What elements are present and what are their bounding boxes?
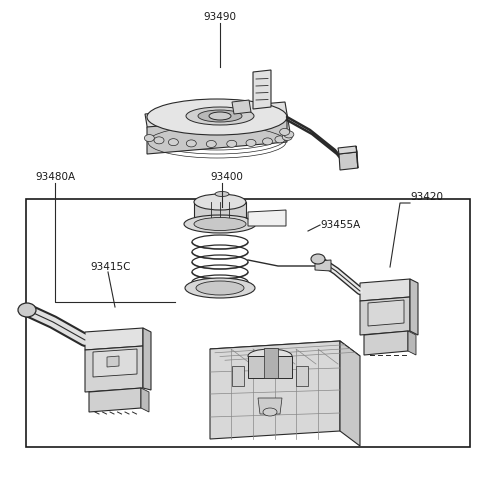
Ellipse shape (186, 107, 254, 125)
Ellipse shape (209, 112, 231, 120)
Polygon shape (339, 152, 358, 170)
Polygon shape (93, 349, 137, 377)
Ellipse shape (184, 215, 256, 233)
Text: 93420: 93420 (410, 192, 443, 202)
Ellipse shape (263, 138, 273, 145)
Ellipse shape (168, 139, 179, 146)
Ellipse shape (206, 141, 216, 148)
Ellipse shape (144, 135, 155, 142)
Polygon shape (107, 356, 119, 367)
Polygon shape (210, 341, 360, 364)
Ellipse shape (154, 137, 164, 144)
Polygon shape (315, 260, 331, 271)
Ellipse shape (263, 408, 277, 416)
Polygon shape (248, 210, 286, 226)
Ellipse shape (282, 134, 292, 141)
Ellipse shape (275, 136, 285, 143)
Text: 93490: 93490 (204, 12, 237, 22)
Polygon shape (360, 279, 410, 301)
Ellipse shape (246, 140, 256, 147)
Polygon shape (360, 297, 410, 335)
Bar (26, 199, 470, 447)
Polygon shape (248, 356, 292, 378)
Ellipse shape (147, 99, 287, 135)
Ellipse shape (215, 191, 229, 196)
Polygon shape (338, 146, 357, 154)
Polygon shape (253, 70, 271, 109)
Polygon shape (89, 388, 141, 412)
Polygon shape (147, 115, 287, 154)
Ellipse shape (186, 140, 196, 147)
Ellipse shape (194, 194, 246, 210)
Ellipse shape (280, 128, 289, 135)
Polygon shape (340, 341, 360, 446)
Polygon shape (194, 202, 246, 224)
Polygon shape (408, 331, 416, 355)
Polygon shape (364, 331, 408, 355)
Ellipse shape (248, 349, 292, 363)
Polygon shape (210, 341, 340, 439)
Polygon shape (368, 300, 404, 326)
Text: 93480A: 93480A (35, 172, 75, 182)
Ellipse shape (196, 281, 244, 295)
Polygon shape (232, 366, 244, 386)
Ellipse shape (185, 278, 255, 298)
Polygon shape (232, 100, 251, 114)
Polygon shape (356, 146, 358, 168)
Polygon shape (85, 328, 143, 350)
Polygon shape (296, 366, 308, 386)
Bar (264, 348, 278, 378)
Ellipse shape (194, 218, 246, 231)
Text: 93455A: 93455A (320, 220, 360, 230)
Polygon shape (145, 102, 290, 144)
Ellipse shape (284, 131, 294, 138)
Polygon shape (141, 388, 149, 412)
Text: 93415C: 93415C (90, 262, 131, 272)
Ellipse shape (227, 140, 237, 147)
Polygon shape (143, 328, 151, 390)
Polygon shape (258, 398, 282, 414)
Ellipse shape (198, 110, 242, 122)
Polygon shape (85, 346, 143, 392)
Polygon shape (410, 279, 418, 335)
Ellipse shape (311, 254, 325, 264)
Text: 93400: 93400 (210, 172, 243, 182)
Ellipse shape (18, 303, 36, 317)
